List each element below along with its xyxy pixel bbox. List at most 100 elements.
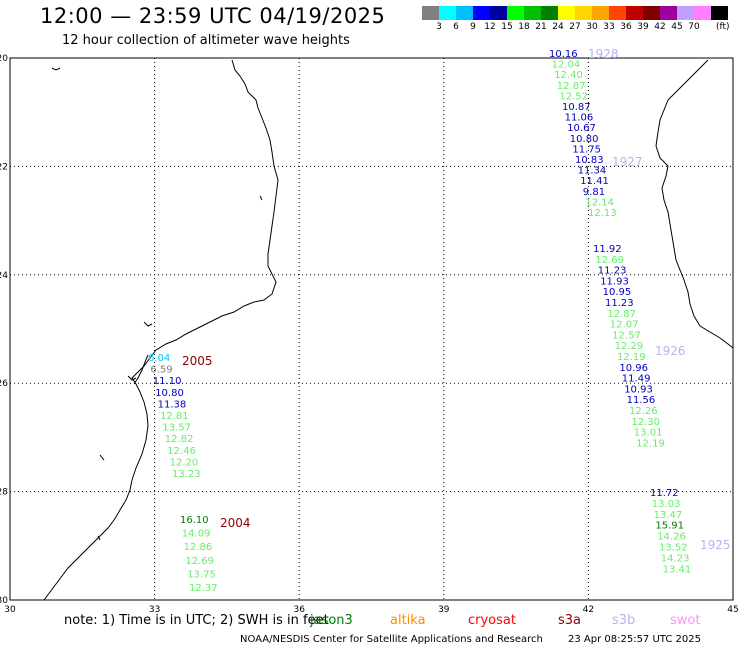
map-title: 12:00 — 23:59 UTC 04/19/2025 [40, 4, 386, 28]
wave-height-value: 13.57 [162, 423, 191, 434]
altimeter-tracks: 6.046.5911.1010.8011.3812.8113.5712.8212… [148, 47, 731, 594]
color-scale-label: 45 [671, 22, 683, 32]
color-swatch [643, 6, 660, 20]
wave-height-value: 12.82 [165, 434, 194, 445]
wave-height-value: 12.04 [552, 60, 581, 71]
color-scale-label: 42 [654, 22, 666, 32]
satellite-cryosat: cryosat [468, 613, 516, 628]
wave-height-value: 12.26 [629, 406, 658, 417]
wave-height-value: 14.09 [182, 529, 211, 540]
color-scale-label: 70 [688, 22, 700, 32]
wave-height-value: 11.92 [593, 244, 622, 255]
wave-height-value: 12.13 [588, 208, 617, 219]
coastline-inlet [127, 354, 149, 385]
color-swatch [711, 6, 728, 20]
wave-height-value: 11.75 [572, 144, 601, 155]
wave-height-value: 11.72 [650, 488, 679, 499]
wave-height-value: 12.69 [185, 556, 214, 567]
color-swatch [558, 6, 575, 20]
color-scale-label: 27 [569, 22, 581, 32]
wave-height-value: 11.56 [627, 395, 656, 406]
lat-tick-label: -24 [0, 271, 8, 281]
wave-height-value: 12.69 [595, 255, 624, 266]
wave-height-value: 16.10 [180, 515, 209, 526]
wave-height-value: 9.81 [583, 187, 605, 198]
color-swatch [490, 6, 507, 20]
wave-height-value: 12.81 [160, 411, 189, 422]
color-scale-label: 3 [436, 22, 442, 32]
lat-tick-label: -22 [0, 162, 8, 172]
wave-height-value: 11.34 [578, 166, 607, 177]
map-frame [9, 57, 734, 601]
pass-time-label: 2005 [182, 354, 213, 368]
color-swatch [439, 6, 456, 20]
wave-height-value: 10.80 [570, 134, 599, 145]
wave-height-value: 15.91 [655, 521, 684, 532]
color-swatch [507, 6, 524, 20]
coastline-islands [51, 67, 263, 541]
wave-height-value: 11.41 [580, 176, 609, 187]
wave-height-value: 12.07 [610, 320, 639, 331]
coastline-australia [43, 59, 279, 601]
wave-height-value: 11.06 [565, 113, 594, 124]
color-scale-label: 6 [453, 22, 459, 32]
wave-height-value: 12.40 [554, 70, 583, 81]
color-scale-labels: 3 6 9 12 15 18 21 24 27 30 33 36 39 42 45 70 (ft) [422, 22, 740, 34]
wave-height-value: 11.10 [153, 376, 182, 387]
map-subtitle: 12 hour collection of altimeter wave hei… [62, 33, 350, 48]
axis-labels: 30 33 36 39 42 45 -20 -22 -24 -26 -28 -30 [0, 54, 739, 615]
pass-time-label: 1926 [655, 344, 686, 358]
color-swatch [541, 6, 558, 20]
color-scale-label: 36 [620, 22, 632, 32]
wave-height-value: 12.19 [636, 438, 665, 449]
wave-height-value: 12.52 [559, 91, 588, 102]
satellite-altika: altika [390, 613, 426, 628]
pass-time-label: 2004 [220, 516, 251, 530]
wave-height-value: 12.30 [631, 417, 660, 428]
wave-height-value: 6.04 [148, 353, 170, 364]
grid-lines [10, 58, 733, 600]
wave-height-value: 10.96 [619, 363, 648, 374]
wave-height-value: 14.23 [661, 553, 690, 564]
wave-height-value: 13.23 [172, 469, 201, 480]
color-scale-label: 24 [552, 22, 564, 32]
wave-height-value: 10.93 [624, 384, 653, 395]
color-scale-label: 33 [603, 22, 615, 32]
color-scale-label: 21 [535, 22, 547, 32]
wave-height-value: 11.93 [600, 276, 629, 287]
wave-height-value: 10.83 [575, 155, 604, 166]
wave-height-value: 6.59 [150, 365, 172, 376]
wave-height-value: 13.41 [663, 564, 692, 575]
wave-height-value: 13.75 [187, 569, 216, 580]
wave-height-value: 10.80 [155, 388, 184, 399]
wave-height-value: 12.86 [184, 542, 213, 553]
wave-height-value: 11.38 [158, 399, 187, 410]
color-scale-label: 30 [586, 22, 598, 32]
wave-height-value: 12.57 [612, 330, 641, 341]
wave-height-value: 12.87 [607, 309, 636, 320]
wave-height-value: 12.19 [617, 352, 646, 363]
wave-height-value: 10.67 [567, 123, 596, 134]
credit-text: NOAA/NESDIS Center for Satellite Applica… [240, 634, 543, 645]
generated-timestamp: 23 Apr 08:25:57 UTC 2025 [568, 634, 701, 645]
wave-height-value: 12.29 [615, 341, 644, 352]
color-swatch [524, 6, 541, 20]
color-swatch [473, 6, 490, 20]
color-scale-label: 15 [501, 22, 513, 32]
lon-tick-label: 45 [727, 605, 738, 615]
color-scale-unit: (ft) [716, 22, 730, 32]
wave-height-value: 10.16 [549, 49, 578, 60]
lat-tick-label: -30 [0, 596, 8, 606]
lon-tick-label: 42 [583, 605, 594, 615]
lon-tick-label: 39 [438, 605, 450, 615]
lat-tick-label: -20 [0, 54, 8, 64]
wave-height-value: 11.49 [622, 374, 651, 385]
color-swatch [626, 6, 643, 20]
wave-height-value: 12.20 [170, 457, 199, 468]
pass-time-label: 1927 [612, 155, 643, 169]
lon-tick-label: 30 [4, 605, 16, 615]
wave-height-value: 12.37 [189, 583, 218, 594]
wave-height-value: 14.26 [657, 532, 686, 543]
satellite-jason3: jason3 [310, 613, 353, 628]
